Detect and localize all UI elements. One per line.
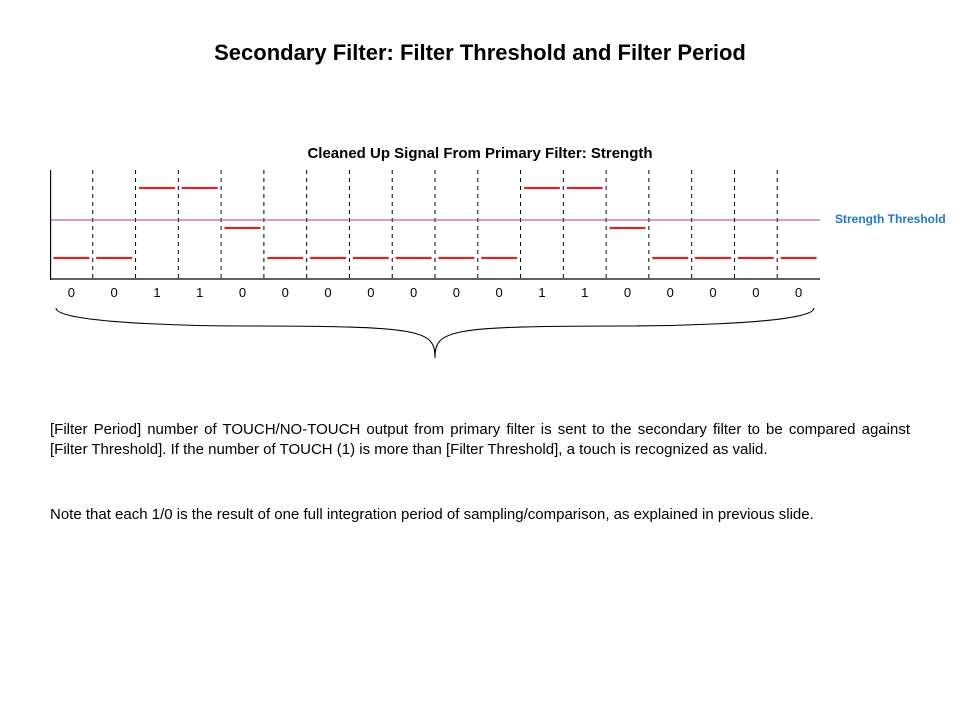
chart-title: Cleaned Up Signal From Primary Filter: S…	[0, 145, 960, 162]
digit: 0	[223, 285, 263, 300]
digit: 0	[351, 285, 391, 300]
digit: 0	[265, 285, 305, 300]
paragraph-2: Note that each 1/0 is the result of one …	[50, 505, 910, 525]
digit: 0	[736, 285, 776, 300]
digit: 1	[180, 285, 220, 300]
signal-chart-svg	[50, 170, 820, 280]
digit: 1	[565, 285, 605, 300]
digit: 0	[51, 285, 91, 300]
digit: 0	[436, 285, 476, 300]
curly-brace	[50, 302, 820, 372]
digit: 0	[650, 285, 690, 300]
digit: 0	[308, 285, 348, 300]
digit: 0	[479, 285, 519, 300]
page-title: Secondary Filter: Filter Threshold and F…	[0, 40, 960, 66]
digit-row: 001100000001100000	[50, 285, 820, 303]
curly-brace-svg	[50, 302, 820, 372]
signal-chart	[50, 170, 820, 280]
digit: 0	[94, 285, 134, 300]
page: Secondary Filter: Filter Threshold and F…	[0, 0, 960, 720]
digit: 0	[608, 285, 648, 300]
paragraph-1: [Filter Period] number of TOUCH/NO-TOUCH…	[50, 420, 910, 461]
digit: 0	[693, 285, 733, 300]
digit: 1	[137, 285, 177, 300]
digit: 0	[779, 285, 819, 300]
digit: 1	[522, 285, 562, 300]
threshold-label: Strength Threshold	[835, 212, 946, 226]
digit: 0	[394, 285, 434, 300]
